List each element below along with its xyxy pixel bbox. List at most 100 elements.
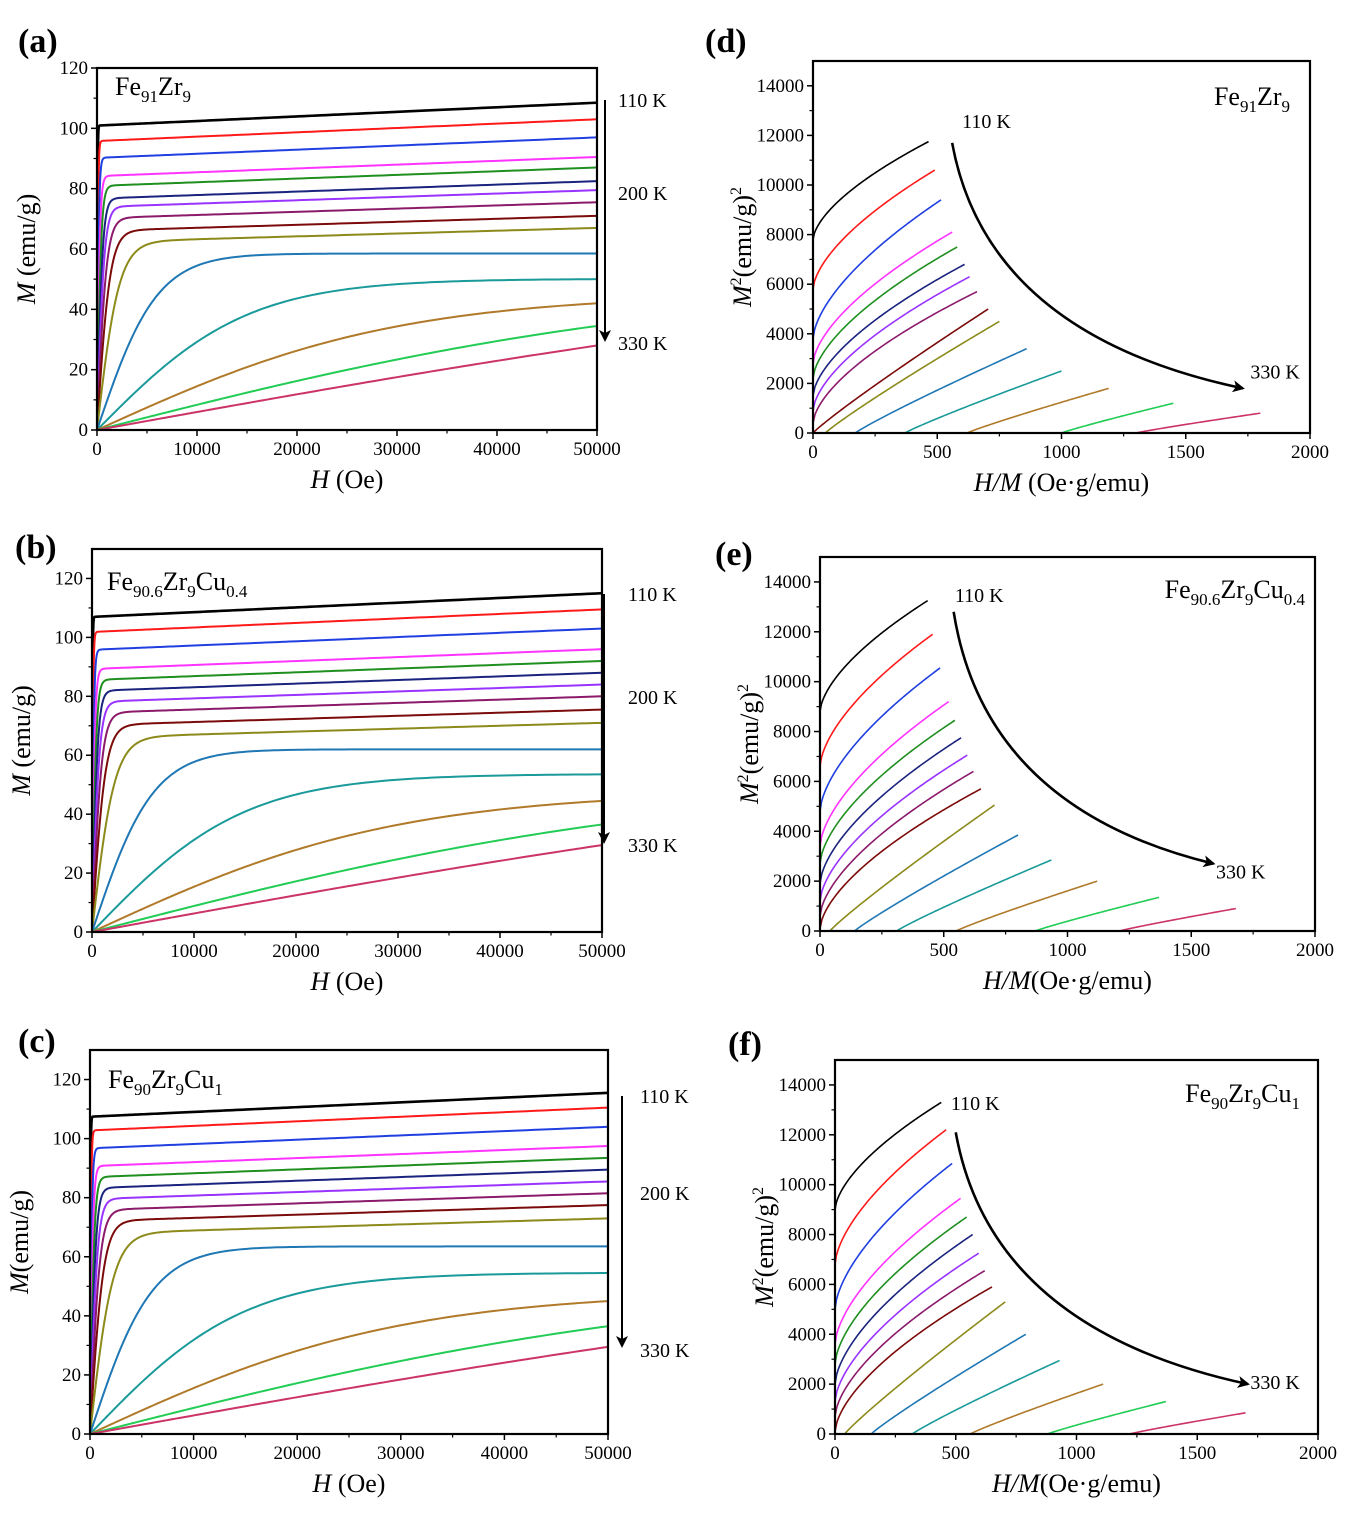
series-curve [90, 1168, 608, 1434]
sample-label: Fe91Zr9 [115, 72, 191, 106]
y-tick-label: 8000 [766, 225, 804, 246]
y-tick-label: 80 [69, 179, 88, 200]
series-curve [813, 290, 978, 433]
x-tick-label: 30000 [373, 439, 421, 460]
series-curve [820, 754, 968, 931]
y-tick-label: 6000 [773, 771, 811, 792]
y-tick-label: 40 [64, 804, 83, 825]
series-curve [911, 1359, 1060, 1434]
y-tick-label: 12000 [757, 125, 805, 146]
series-curve [97, 189, 597, 430]
series-curve [90, 1106, 608, 1434]
y-tick-label: 4000 [773, 821, 811, 842]
series-curve [1135, 412, 1261, 433]
series-curve [90, 1145, 608, 1434]
x-tick-label: 20000 [272, 941, 320, 962]
series-curve [90, 1345, 608, 1434]
series-curve [1119, 907, 1236, 931]
y-tick-label: 120 [53, 1070, 82, 1091]
y-axis-title: M2(emu/g)2 [735, 684, 764, 805]
series-curve [92, 591, 602, 932]
x-tick-label: 0 [830, 1443, 840, 1464]
series-curve [813, 308, 989, 433]
series-curve [1047, 1400, 1167, 1434]
series-curve [813, 169, 936, 433]
series-curve [97, 118, 597, 430]
temperature-label: 330 K [640, 1340, 690, 1362]
series-curve [90, 1272, 608, 1434]
series-curve [90, 1204, 608, 1434]
panel-letter: (d) [705, 23, 747, 60]
y-tick-label: 4000 [766, 324, 804, 345]
series-curve [90, 1300, 608, 1434]
series-curve [97, 201, 597, 430]
series-curve [835, 1101, 942, 1434]
chart-panel: (f) 0 500 1000 1500 2000 0 2000 4000 6000 8000 1000… [728, 1026, 1337, 1498]
series-curve [835, 1162, 953, 1434]
sample-label: Fe90.6Zr9Cu0.4 [107, 567, 248, 601]
temperature-label: 200 K [628, 687, 678, 709]
series-curve [90, 1156, 608, 1434]
temperature-label: 330 K [628, 835, 678, 857]
x-tick-label: 30000 [374, 941, 422, 962]
x-axis-title: H/M(Oe·g/emu) [982, 966, 1152, 995]
series-curve [97, 226, 597, 430]
series-curve [90, 1192, 608, 1434]
x-tick-label: 500 [923, 442, 952, 463]
series-curve [813, 246, 958, 433]
series-curve [835, 1252, 980, 1434]
series-curve [835, 1233, 974, 1434]
y-tick-label: 6000 [788, 1274, 826, 1295]
temperature-label: 110 K [618, 90, 667, 112]
y-tick-label: 0 [802, 921, 812, 942]
series-curve [813, 263, 965, 433]
series-curve [854, 834, 1019, 931]
y-tick-label: 2000 [766, 373, 804, 394]
y-tick-label: 40 [62, 1306, 81, 1327]
plot-area [820, 599, 1236, 931]
plot-area [90, 1091, 608, 1434]
x-tick-label: 2000 [1291, 442, 1329, 463]
temperature-label: 200 K [618, 183, 668, 205]
series-curve [90, 1217, 608, 1434]
temperature-label: 330 K [1250, 361, 1300, 383]
x-axis-title: H (Oe) [312, 1469, 386, 1498]
series-curve [92, 748, 602, 932]
y-tick-label: 20 [64, 863, 83, 884]
series-curve [854, 347, 1028, 433]
temperature-label: 110 K [628, 584, 677, 606]
temperature-label: 330 K [1216, 862, 1266, 884]
x-tick-label: 2000 [1296, 940, 1334, 961]
x-tick-label: 40000 [473, 439, 521, 460]
series-curve [92, 671, 602, 932]
y-tick-label: 12000 [764, 622, 812, 643]
series-curve [904, 370, 1062, 433]
x-tick-label: 10000 [173, 439, 221, 460]
series-curve [92, 708, 602, 932]
series-curve [97, 302, 597, 430]
y-tick-label: 120 [60, 58, 89, 79]
x-tick-label: 50000 [573, 439, 621, 460]
plot-area [813, 140, 1261, 433]
y-tick-label: 8000 [788, 1225, 826, 1246]
y-tick-label: 10000 [757, 175, 805, 196]
y-tick-label: 0 [79, 420, 89, 441]
series-curve [820, 788, 982, 931]
x-tick-label: 1500 [1167, 442, 1205, 463]
sample-label: Fe90Zr9Cu1 [108, 1065, 223, 1099]
y-tick-label: 0 [817, 1424, 827, 1445]
chart-panel: (e) 0 500 1000 1500 2000 0 2000 4000 6000 8000 1000… [715, 536, 1334, 995]
y-tick-label: 80 [64, 686, 83, 707]
series-curve [97, 344, 597, 430]
x-tick-label: 0 [87, 941, 97, 962]
x-tick-label: 40000 [476, 941, 524, 962]
series-curve [97, 278, 597, 430]
y-axis-title: M (emu/g) [12, 194, 41, 305]
series-curve [90, 1325, 608, 1434]
series-curve [896, 859, 1052, 931]
sample-label: Fe91Zr9 [1214, 82, 1290, 116]
y-tick-label: 60 [69, 239, 88, 260]
y-tick-label: 40 [69, 299, 88, 320]
temperature-label: 110 K [640, 1086, 689, 1108]
